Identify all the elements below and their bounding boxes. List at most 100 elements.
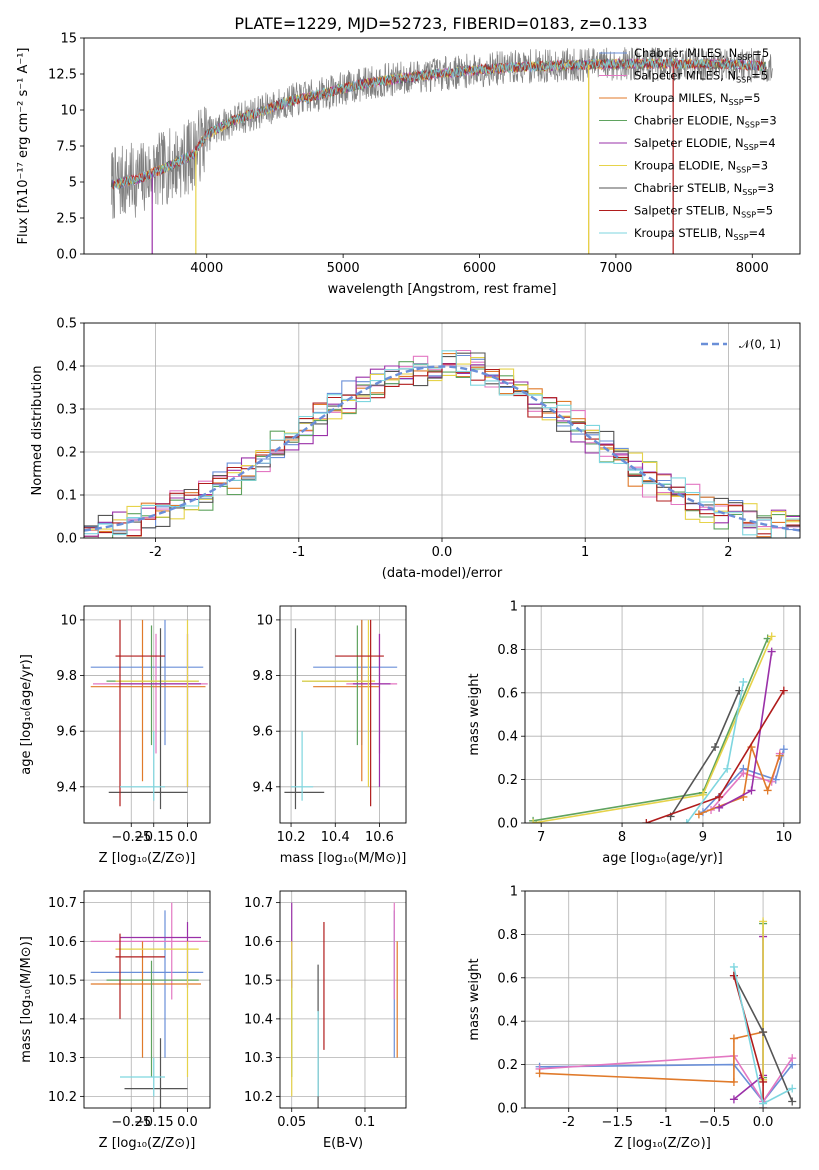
- age_vs_Z-panel: −0.25−0.15 0.0 9.4 9.6 9.8 10 Z [log₁₀(Z/Z⊙)] a…: [19, 605, 211, 866]
- figure-title: PLATE=1229, MJD=52723, FIBERID=0183, z=0…: [234, 14, 647, 33]
- mass_vs_Z-frame: [83, 890, 211, 1109]
- weight_vs_Z-xlabel: Z [log₁₀(Z/Z⊙)]: [614, 1136, 711, 1151]
- weight_vs_Z-marker: [759, 917, 768, 926]
- mass_vs_EBV-ytick-label: 10.6: [244, 935, 273, 950]
- weight_vs_age-ytick-label: 0.8: [497, 643, 518, 658]
- mass_vs_EBV-frame: [279, 890, 407, 1109]
- weight_vs_age-panel: 7 8 9 10 0.0 0.2 0.4 0.6 0.8 1 age [log₁₀(age/yr)]…: [467, 600, 801, 866]
- weight_vs_age-ytick-label: 0.6: [497, 686, 518, 701]
- mass_vs_EBV-xtick-label: 0.05: [277, 1115, 306, 1130]
- mass_vs_EBV-ytick-label: 10.4: [244, 1012, 273, 1027]
- weight_vs_Z-xtick-label: -2: [562, 1115, 575, 1130]
- age_vs_mass-xtick-label: 10.2: [277, 830, 306, 845]
- weight_vs_Z-line-salpeter-elodie: [733, 936, 764, 1100]
- weight_vs_Z-xtick-label: −1.5: [602, 1115, 634, 1130]
- histogram-kroupa-stelib: [84, 350, 800, 538]
- residuals-xtick-label: 2: [724, 545, 732, 560]
- residuals-ylabel: Normed distribution: [30, 366, 45, 496]
- weight_vs_Z-marker: [535, 1069, 544, 1078]
- weight_vs_age-marker: [775, 751, 784, 760]
- mass_vs_Z-ylabel: mass [log₁₀(M/M⊙)]: [19, 936, 34, 1063]
- residuals-ytick-label: 0.1: [56, 489, 77, 504]
- residuals-xtick-label: 1: [581, 545, 589, 560]
- age_vs_mass-panel: 10.2 10.4 10.6 9.4 9.6 9.8 10 mass [log₁₀(M/M⊙)…: [252, 605, 407, 866]
- weight_vs_Z-ytick-label: 0.4: [497, 1015, 518, 1030]
- weight_vs_age-marker: [715, 792, 724, 801]
- mass_vs_EBV-plot-area: [280, 891, 406, 1108]
- weight_vs_age-marker: [763, 786, 772, 795]
- legend-label: Kroupa STELIB, NSSP=4: [634, 226, 765, 242]
- weight_vs_age-marker: [715, 803, 724, 812]
- spectrum-xtick-label: 8000: [736, 261, 769, 276]
- weight_vs_age-marker: [767, 632, 776, 641]
- spectrum-ytick-label: 7.5: [56, 140, 77, 155]
- mass_vs_Z-xtick-label: 0.0: [177, 1115, 198, 1130]
- spectrum-xlabel: wavelength [Angstrom, rest frame]: [328, 282, 557, 297]
- age_vs_mass-plot-area: [280, 606, 406, 823]
- spectrum-ytick-label: 2.5: [56, 212, 77, 227]
- legend-label: Kroupa MILES, NSSP=5: [634, 91, 760, 107]
- spectrum-ytick-label: 12.5: [48, 68, 77, 83]
- mass_vs_Z-plot-area: [84, 891, 210, 1108]
- spectrum-ytick-label: 5: [69, 176, 77, 191]
- spectrum-ylabel: Flux [fλ10⁻¹⁷ erg cm⁻² s⁻¹ A⁻¹]: [16, 48, 31, 245]
- weight_vs_age-ytick-label: 0.0: [497, 817, 518, 832]
- weight_vs_Z-marker: [729, 1034, 738, 1043]
- age_vs_Z-xlabel: Z [log₁₀(Z/Z⊙)]: [99, 851, 196, 866]
- weight_vs_age-frame: [524, 605, 801, 824]
- age_vs_Z-ytick-label: 9.6: [56, 725, 77, 740]
- age_vs_mass-xtick-label: 10.4: [321, 830, 350, 845]
- mass_vs_EBV-xlabel: E(B-V): [323, 1136, 363, 1151]
- age_vs_mass-ytick-label: 10: [256, 613, 273, 628]
- weight_vs_age-marker: [739, 769, 748, 778]
- weight_vs_Z-marker: [759, 1077, 768, 1086]
- weight_vs_Z-xtick-label: −0.5: [699, 1115, 731, 1130]
- age_vs_mass-ytick-label: 9.8: [252, 669, 273, 684]
- mass_vs_Z-ytick-label: 10.3: [48, 1051, 77, 1066]
- legend-label: Salpeter STELIB, NSSP=5: [634, 204, 773, 220]
- age_vs_Z-ytick-label: 9.4: [56, 780, 77, 795]
- weight_vs_Z-ytick-label: 0.0: [497, 1102, 518, 1117]
- residuals-xlabel: (data-model)/error: [382, 566, 503, 581]
- residuals-xtick-label: -2: [149, 545, 162, 560]
- weight_vs_age-marker: [739, 677, 748, 686]
- weight_vs_Z-line-salpeter-miles: [539, 1055, 793, 1103]
- residuals-frame: [83, 322, 801, 539]
- weight_vs_age-ylabel: mass weight: [467, 673, 482, 755]
- mass_vs_Z-ytick-label: 10.4: [48, 1012, 77, 1027]
- weight_vs_age-ytick-label: 0.2: [497, 773, 518, 788]
- weight_vs_Z-xtick-label: -1: [659, 1115, 672, 1130]
- mass_vs_EBV-ytick-label: 10.5: [244, 974, 273, 989]
- legend-label: Chabrier STELIB, NSSP=3: [634, 181, 774, 197]
- weight_vs_Z-marker: [788, 1054, 797, 1063]
- weight_vs_age-marker: [767, 647, 776, 656]
- mass_vs_Z-ytick-label: 10.2: [48, 1090, 77, 1105]
- weight_vs_Z-plot-area: [525, 891, 800, 1108]
- weight_vs_age-marker: [694, 810, 703, 819]
- weight_vs_age-line-kroupa-elodie: [532, 636, 773, 823]
- age_vs_Z-xtick-label: 0.0: [177, 830, 198, 845]
- age_vs_Z-ytick-label: 10: [60, 613, 77, 628]
- residuals-ytick-label: 0.5: [56, 317, 77, 332]
- weight_vs_age-marker: [698, 790, 707, 799]
- weight_vs_age-xtick-label: 7: [537, 830, 545, 845]
- residuals-xtick-label: 0.0: [432, 545, 453, 560]
- mass_vs_Z-ytick-label: 10.7: [48, 896, 77, 911]
- weight_vs_Z-marker: [759, 1099, 768, 1108]
- spectrum-xtick-label: 4000: [190, 261, 223, 276]
- spectrum-frame: [83, 37, 801, 255]
- spectrum-model-chabrier-stelib: [110, 58, 767, 189]
- weight_vs_age-marker: [711, 743, 720, 752]
- residuals-xtick-label: -1: [292, 545, 305, 560]
- weight_vs_age-marker: [642, 819, 651, 823]
- age_vs_Z-ylabel: age [log₁₀(age/yr)]: [19, 654, 34, 775]
- residuals-ytick-label: 0.0: [56, 532, 77, 547]
- weight_vs_Z-marker: [759, 1028, 768, 1037]
- weight_vs_age-xtick-label: 10: [776, 830, 793, 845]
- legend-label: Salpeter MILES, NSSP=5: [634, 69, 768, 85]
- weight_vs_age-marker: [747, 786, 756, 795]
- weight_vs_Z-marker: [788, 1084, 797, 1093]
- spectrum-legend: Chabrier MILES, NSSP=5 Salpeter MILES, NS…: [599, 46, 777, 242]
- mass_vs_EBV-ytick-label: 10.3: [244, 1051, 273, 1066]
- age_vs_Z-frame: [83, 605, 211, 824]
